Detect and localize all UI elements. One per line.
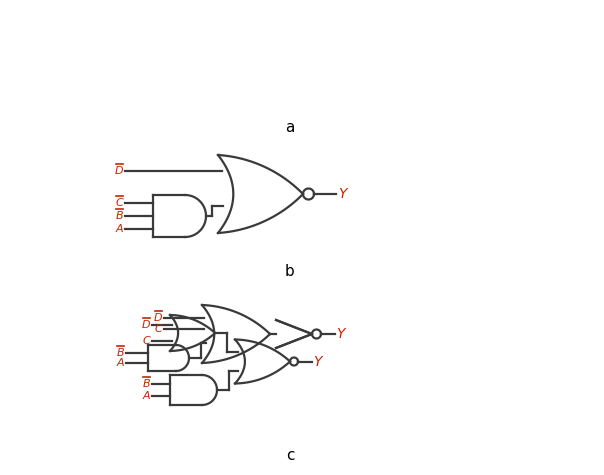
- Text: Y: Y: [336, 327, 344, 341]
- Text: D: D: [114, 166, 123, 176]
- Text: C: C: [154, 324, 162, 334]
- Text: b: b: [285, 265, 295, 279]
- Text: D: D: [153, 313, 162, 323]
- Text: C: C: [143, 336, 150, 346]
- Text: Y: Y: [338, 187, 347, 201]
- Text: B: B: [143, 379, 150, 389]
- Text: a: a: [285, 120, 295, 134]
- Text: D: D: [141, 320, 150, 330]
- Text: Y: Y: [313, 354, 321, 369]
- Text: B: B: [117, 348, 124, 358]
- Text: c: c: [286, 447, 294, 463]
- Text: B: B: [115, 211, 123, 221]
- Text: A: A: [143, 391, 150, 401]
- Text: A: A: [115, 224, 123, 234]
- Text: A: A: [117, 358, 124, 368]
- Text: C: C: [115, 199, 123, 209]
